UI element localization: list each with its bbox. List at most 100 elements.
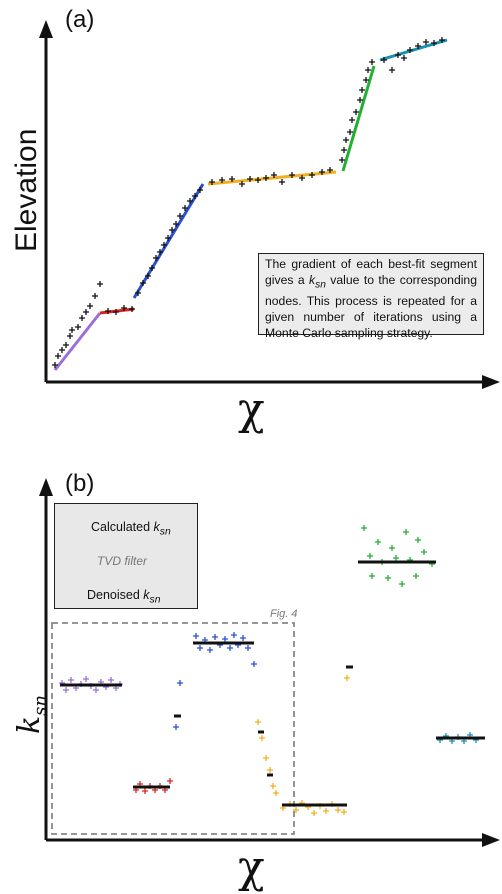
panel-b-point — [83, 676, 89, 682]
legend-calculated-k: k — [153, 520, 160, 534]
panel-a-x-axis-label: χ — [238, 384, 265, 435]
panel-a-point — [263, 175, 269, 181]
panel-a-point — [83, 309, 89, 315]
panel-b-x-arrow — [482, 833, 500, 847]
panel-b-point — [421, 549, 427, 555]
panel-b-k-subscript: sn — [30, 694, 51, 716]
panel-b-point — [222, 636, 228, 642]
panel-a-point — [209, 179, 215, 185]
panel-b-x-axis-label: χ — [238, 842, 265, 893]
panel-b-point — [369, 573, 375, 579]
panel-a-point — [343, 137, 349, 143]
panel-a-point — [365, 67, 371, 73]
legend-calculated-sub: sn — [159, 526, 171, 538]
panel-a-point — [157, 249, 163, 255]
panel-a-point — [219, 177, 225, 183]
panel-a-point — [299, 175, 305, 181]
panel-a-label: (a) — [65, 6, 95, 33]
panel-a-point — [55, 353, 61, 359]
panel-b-point — [255, 719, 261, 725]
panel-a-point — [341, 147, 347, 153]
panel-b-point — [263, 755, 269, 761]
panel-a-point — [289, 172, 295, 178]
panel-a-point — [63, 342, 69, 348]
panel-a-point — [140, 280, 146, 286]
panel-a-point — [59, 347, 65, 353]
panel-a-point — [129, 306, 135, 312]
note-k-symbol: k — [309, 273, 316, 287]
panel-b-point — [193, 633, 199, 639]
panel-a-point — [165, 235, 171, 241]
panel-b-point — [367, 553, 373, 559]
panel-a-point — [353, 109, 359, 115]
panel-a-point — [87, 303, 93, 309]
legend-denoised-text: Denoised — [87, 588, 144, 602]
panel-a-points — [52, 37, 445, 368]
note-text-after: value to the corresponding nodes. This p… — [265, 273, 477, 341]
panel-a-point — [395, 52, 401, 58]
panel-a-point — [309, 172, 315, 178]
panel-a-point — [197, 187, 203, 193]
panel-a-point — [423, 39, 429, 45]
panel-b-point — [335, 807, 341, 813]
panel-a-point — [339, 157, 345, 163]
panel-b-point — [177, 680, 183, 686]
panel-a-point — [75, 324, 81, 330]
panel-a-y-arrow — [39, 20, 53, 38]
panel-a-point — [401, 55, 407, 61]
panel-a-point — [192, 193, 198, 199]
panel-b-point — [173, 724, 179, 730]
panel-a-point — [161, 242, 167, 248]
segment-green — [341, 65, 376, 172]
panel-b-point — [403, 529, 409, 535]
panel-b-point — [68, 677, 74, 683]
panel-b-axes — [39, 478, 500, 847]
panel-b-point — [389, 545, 395, 551]
panel-a-point — [389, 67, 395, 73]
panel-b-point — [341, 809, 347, 815]
panel-b-point — [385, 575, 391, 581]
panel-b-point — [361, 525, 367, 531]
panel-b-label: (b) — [65, 470, 95, 497]
note-k-subscript: sn — [315, 279, 326, 291]
panel-a-point — [229, 176, 235, 182]
legend-box: Calculated ksn TVD filter Denoised ksn — [54, 503, 198, 609]
panel-b-point — [415, 537, 421, 543]
panel-a-point — [415, 43, 421, 49]
panel-a-point — [271, 172, 277, 178]
panel-b-point — [259, 735, 265, 741]
panel-b-point — [167, 778, 173, 784]
panel-a-point — [327, 167, 333, 173]
fig4-inset-box — [51, 622, 295, 835]
panel-b-point — [212, 634, 218, 640]
panel-a-point — [369, 59, 375, 65]
panel-b-point — [231, 632, 237, 638]
panel-b-point — [197, 645, 203, 651]
panel-b-point — [108, 677, 114, 683]
panel-a-point — [105, 308, 111, 314]
legend-tvd-filter-label: TVD filter — [97, 554, 148, 568]
panel-a-point — [177, 213, 183, 219]
panel-b-denoised-bars — [60, 560, 485, 807]
panel-b-point — [399, 581, 405, 587]
panel-a-point — [67, 333, 73, 339]
panel-a-point — [381, 57, 387, 63]
fig4-inset-label: Fig. 4 — [270, 608, 298, 620]
panel-b-point — [245, 645, 251, 651]
panel-b-point — [311, 810, 317, 816]
panel-a-point — [431, 40, 437, 46]
panel-b-point — [393, 555, 399, 561]
segment-red — [99, 307, 135, 315]
panel-b-point — [240, 635, 246, 641]
panel-b-point — [344, 675, 350, 681]
panel-b-y-arrow — [39, 478, 53, 496]
panel-a-x-arrow — [482, 375, 500, 389]
panel-a-point — [92, 293, 98, 299]
panel-a-point — [182, 205, 188, 211]
panel-a-point — [69, 327, 75, 333]
panel-a-point — [145, 273, 151, 279]
panel-a-axes — [39, 20, 500, 389]
panel-b-point — [413, 573, 419, 579]
panel-a-y-axis-label: Elevation — [10, 128, 43, 252]
